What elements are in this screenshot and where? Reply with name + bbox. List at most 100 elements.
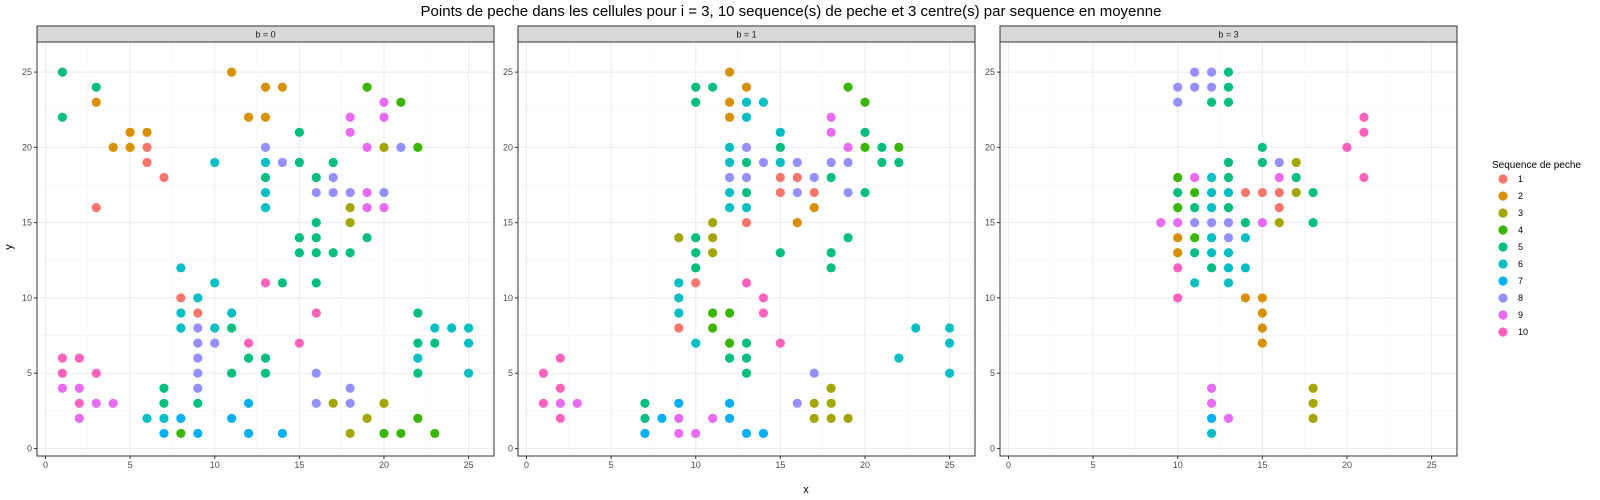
data-point (572, 398, 582, 408)
facet-strip-label: b = 0 (255, 30, 275, 40)
data-point (538, 398, 548, 408)
x-tick-label: 0 (524, 460, 529, 470)
data-point (1223, 233, 1234, 243)
data-point (193, 428, 203, 439)
data-point (1206, 383, 1217, 393)
y-tick-label: 25 (22, 67, 32, 77)
data-point (826, 383, 836, 393)
data-point (1173, 203, 1183, 213)
data-point (775, 172, 785, 183)
legend-item: 2 (1498, 191, 1523, 201)
data-point (362, 82, 372, 92)
data-point (328, 172, 338, 183)
data-point (758, 157, 769, 168)
data-point (294, 233, 304, 243)
data-point (826, 112, 836, 122)
data-point (809, 203, 819, 213)
data-point (193, 368, 203, 378)
data-point (1274, 203, 1284, 213)
y-axis-title: y (3, 244, 15, 250)
data-point (674, 398, 684, 408)
data-point (826, 413, 836, 423)
data-point (1190, 218, 1200, 228)
data-point (243, 112, 254, 122)
data-point (538, 368, 548, 378)
data-point (1206, 413, 1217, 423)
data-point (758, 293, 769, 303)
data-point (809, 172, 819, 183)
data-point (775, 127, 785, 137)
data-point (691, 248, 701, 258)
data-point (1206, 172, 1217, 183)
data-point (1308, 413, 1318, 423)
data-point (741, 353, 752, 363)
data-point (1257, 218, 1267, 228)
data-point (91, 398, 101, 408)
data-point (193, 323, 203, 333)
data-point (159, 428, 169, 439)
x-tick-label: 10 (210, 460, 220, 470)
data-point (1190, 248, 1200, 258)
data-point (1206, 233, 1217, 243)
data-point (741, 142, 752, 152)
y-tick-label: 10 (22, 293, 32, 303)
x-tick-label: 10 (1173, 460, 1183, 470)
data-point (724, 187, 735, 198)
x-tick-label: 5 (1091, 460, 1096, 470)
data-point (809, 413, 819, 423)
data-point (555, 398, 565, 408)
data-point (1173, 293, 1183, 303)
data-point (674, 413, 684, 423)
data-point (911, 323, 921, 333)
data-point (193, 308, 203, 318)
panel-border (999, 41, 1458, 457)
data-point (142, 127, 152, 137)
data-point (1173, 263, 1183, 273)
data-point (311, 398, 321, 408)
data-point (708, 413, 718, 423)
y-tick-label: 5 (27, 368, 32, 378)
data-point (775, 187, 785, 198)
y-tick-label: 25 (985, 67, 995, 77)
data-point (413, 368, 423, 378)
data-point (809, 368, 819, 378)
data-point (176, 428, 186, 439)
data-point (1223, 248, 1234, 258)
y-tick-label: 20 (503, 142, 513, 152)
data-point (724, 142, 735, 152)
data-point (555, 353, 565, 363)
data-point (311, 187, 321, 198)
data-point (555, 383, 565, 393)
data-point (674, 308, 684, 318)
data-point (176, 308, 186, 318)
data-point (243, 398, 254, 408)
data-point (210, 338, 220, 348)
legend-item: 4 (1498, 225, 1523, 235)
legend-label: 10 (1518, 327, 1528, 337)
data-point (277, 82, 288, 92)
data-point (227, 67, 237, 77)
data-point (379, 187, 389, 198)
legend-label: 5 (1518, 242, 1523, 252)
data-point (176, 293, 186, 303)
data-point (843, 187, 853, 198)
data-point (260, 172, 271, 183)
facet-strip-label: b = 3 (1218, 30, 1238, 40)
data-point (792, 187, 802, 198)
data-point (758, 97, 769, 107)
data-point (193, 293, 203, 303)
data-point (741, 218, 752, 228)
data-point (1257, 187, 1267, 198)
data-point (1257, 142, 1267, 152)
data-point (724, 338, 735, 348)
data-point (1223, 67, 1234, 77)
data-point (396, 97, 406, 107)
data-point (260, 142, 271, 152)
data-point (1223, 97, 1234, 107)
data-point (345, 203, 355, 213)
chart-title: Points de peche dans les cellules pour i… (421, 3, 1162, 20)
data-point (142, 157, 152, 168)
x-tick-label: 25 (1427, 460, 1437, 470)
data-point (741, 278, 752, 288)
